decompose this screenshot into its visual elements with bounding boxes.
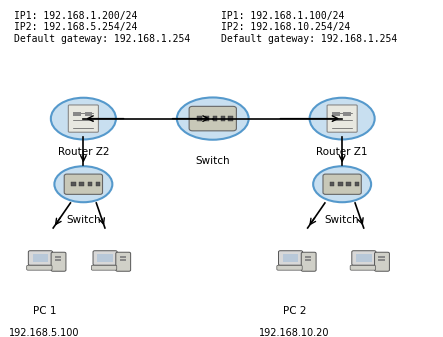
Ellipse shape	[310, 98, 375, 140]
Bar	[213, 116, 217, 121]
Ellipse shape	[51, 98, 116, 140]
Bar	[96, 182, 101, 186]
Bar	[55, 259, 61, 261]
Bar	[120, 259, 126, 261]
Bar	[343, 112, 351, 116]
Bar	[71, 182, 75, 186]
Ellipse shape	[177, 97, 249, 140]
Bar	[229, 116, 233, 121]
Text: PC 2: PC 2	[283, 306, 307, 316]
Bar	[55, 256, 61, 258]
Text: 192.168.10.20: 192.168.10.20	[260, 328, 330, 337]
Text: Router Z2: Router Z2	[58, 147, 109, 157]
FancyBboxPatch shape	[93, 251, 117, 265]
Bar	[97, 254, 113, 263]
FancyBboxPatch shape	[327, 105, 357, 132]
Bar	[330, 182, 334, 186]
Bar	[305, 256, 311, 258]
Ellipse shape	[54, 166, 113, 202]
FancyBboxPatch shape	[116, 252, 131, 271]
FancyBboxPatch shape	[277, 265, 302, 270]
FancyBboxPatch shape	[350, 265, 376, 270]
FancyBboxPatch shape	[323, 174, 361, 194]
Text: Switch: Switch	[195, 156, 230, 166]
FancyBboxPatch shape	[27, 265, 52, 270]
Bar	[197, 116, 202, 121]
FancyBboxPatch shape	[279, 251, 303, 265]
Bar	[74, 112, 81, 116]
FancyBboxPatch shape	[68, 105, 98, 132]
Bar	[79, 182, 84, 186]
Bar	[88, 182, 92, 186]
FancyBboxPatch shape	[375, 252, 389, 271]
Ellipse shape	[313, 166, 371, 202]
Text: IP1: 192.168.1.100/24
IP2: 192.168.10.254/24
Default gateway: 192.168.1.254: IP1: 192.168.1.100/24 IP2: 192.168.10.25…	[222, 11, 398, 44]
Text: Switch: Switch	[66, 215, 101, 225]
Text: Router Z1: Router Z1	[316, 147, 368, 157]
Bar	[338, 182, 342, 186]
Bar	[346, 182, 351, 186]
Bar	[378, 259, 385, 261]
Bar	[305, 259, 311, 261]
Bar	[283, 254, 299, 263]
Bar	[356, 254, 372, 263]
Bar	[85, 112, 92, 116]
Text: 192.168.5.100: 192.168.5.100	[9, 328, 80, 337]
Bar	[205, 116, 210, 121]
Text: IP1: 192.168.1.200/24
IP2: 192.168.5.254/24
Default gateway: 192.168.1.254: IP1: 192.168.1.200/24 IP2: 192.168.5.254…	[14, 11, 190, 44]
FancyBboxPatch shape	[28, 251, 52, 265]
FancyBboxPatch shape	[301, 252, 316, 271]
FancyBboxPatch shape	[51, 252, 66, 271]
Bar	[332, 112, 340, 116]
FancyBboxPatch shape	[352, 251, 376, 265]
FancyBboxPatch shape	[91, 265, 117, 270]
Bar	[120, 256, 126, 258]
Bar	[32, 254, 48, 263]
FancyBboxPatch shape	[64, 174, 102, 194]
Bar	[354, 182, 359, 186]
Text: PC 1: PC 1	[33, 306, 56, 316]
Text: Switch: Switch	[325, 215, 359, 225]
Bar	[221, 116, 225, 121]
Bar	[378, 256, 385, 258]
FancyBboxPatch shape	[189, 106, 237, 131]
